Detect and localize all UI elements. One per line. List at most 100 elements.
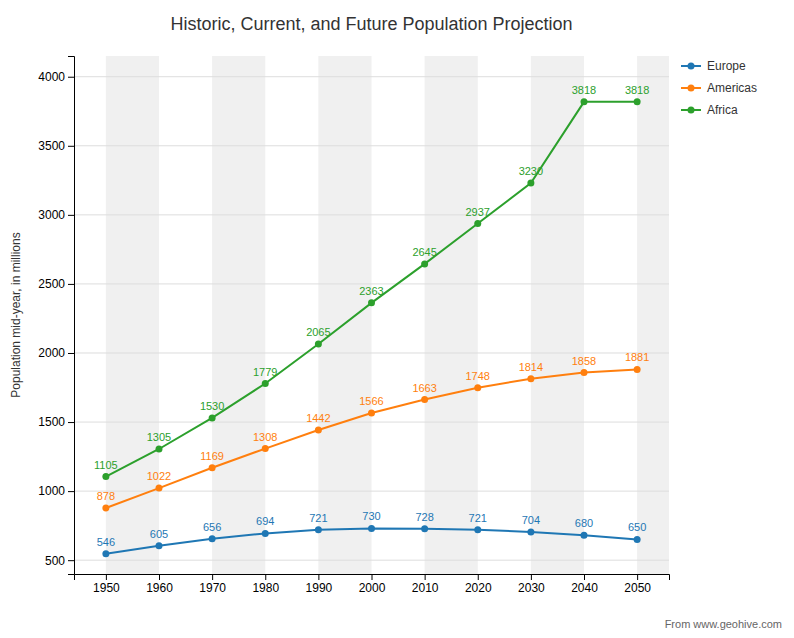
tick: 1960 — [146, 574, 173, 595]
grid-line — [74, 422, 669, 423]
tick-label: 2010 — [412, 581, 439, 595]
tick-label: 1500 — [38, 415, 65, 429]
point — [368, 409, 375, 416]
title: Historic, Current, and Future Population… — [170, 14, 572, 34]
grid-line — [74, 352, 669, 353]
tick-label: 1970 — [199, 581, 226, 595]
data-label: 2065 — [306, 326, 330, 338]
data-label: 878 — [97, 490, 115, 502]
tick: 3000 — [38, 208, 74, 222]
point — [102, 473, 109, 480]
legend-marker — [688, 85, 695, 92]
point — [315, 427, 322, 434]
data-label: 3818 — [625, 84, 649, 96]
axis-domain — [75, 575, 670, 581]
point — [527, 180, 534, 187]
grid-line — [74, 560, 669, 561]
point — [581, 532, 588, 539]
data-label: 721 — [309, 512, 327, 524]
legend-item: Africa — [681, 103, 738, 117]
tick-label: 1950 — [93, 581, 120, 595]
tick-mark — [68, 353, 74, 354]
legend-marker — [688, 107, 695, 114]
point — [102, 550, 109, 557]
tick-mark — [372, 574, 373, 580]
legend-marker — [688, 63, 695, 70]
tick: 500 — [45, 554, 74, 568]
data-label: 1442 — [306, 412, 330, 424]
data-label: 721 — [469, 512, 487, 524]
series-line — [106, 369, 637, 508]
data-label: 546 — [97, 536, 115, 548]
tick-label: 2500 — [38, 277, 65, 291]
tick-label: 2020 — [465, 581, 492, 595]
stripe — [531, 56, 584, 574]
point — [474, 220, 481, 227]
point — [474, 384, 481, 391]
point — [527, 529, 534, 536]
tick-mark — [68, 284, 74, 285]
tick-label: 1980 — [252, 581, 279, 595]
tick-mark — [68, 215, 74, 216]
data-label: 1105 — [94, 459, 118, 471]
stripe — [425, 56, 478, 574]
tick-label: 4000 — [38, 70, 65, 84]
data-label: 1305 — [147, 431, 171, 443]
tick-label: 500 — [45, 554, 65, 568]
data-label: 1308 — [253, 431, 277, 443]
axis-domain — [68, 57, 75, 575]
tick-label: 2050 — [624, 581, 651, 595]
data-label: 694 — [256, 515, 274, 527]
tick: 1950 — [93, 574, 120, 595]
data-label: 650 — [628, 521, 646, 533]
stripe — [637, 56, 669, 574]
point — [421, 396, 428, 403]
tick-mark — [637, 574, 638, 580]
data-label: 1814 — [519, 361, 543, 373]
point — [634, 536, 641, 543]
data-label: 728 — [415, 511, 433, 523]
chart: 1950 1960 1970 1980 1990 2000 2010 2020 2030 2040… — [0, 0, 794, 638]
x-axis: 1950 1960 1970 1980 1990 2000 2010 2020 2030 2040… — [75, 574, 670, 595]
tick-label: 2040 — [571, 581, 598, 595]
point — [102, 504, 109, 511]
legend-item: Americas — [681, 81, 757, 95]
data-label: 1663 — [412, 382, 436, 394]
data-label: 1748 — [466, 370, 490, 382]
data-label: 1169 — [200, 450, 224, 462]
tick: 1990 — [306, 574, 333, 595]
tick: 2030 — [518, 574, 545, 595]
stripe — [318, 56, 371, 574]
tick: 3500 — [38, 139, 74, 153]
data-label: 3230 — [519, 165, 543, 177]
grid-line — [74, 491, 669, 492]
point — [474, 526, 481, 533]
tick: 2050 — [624, 574, 651, 595]
tick-label: 1990 — [306, 581, 333, 595]
data-label: 730 — [362, 510, 380, 522]
point — [421, 260, 428, 267]
tick-mark — [68, 146, 74, 147]
point — [262, 380, 269, 387]
grid — [74, 77, 669, 560]
point — [209, 414, 216, 421]
grid-line — [74, 214, 669, 215]
tick-mark — [159, 574, 160, 580]
point — [368, 525, 375, 532]
data-label: 1779 — [253, 366, 277, 378]
point — [156, 485, 163, 492]
tick: 1970 — [199, 574, 226, 595]
data-labels: 5466056566947217307287217046806508781022… — [94, 84, 649, 548]
tick-mark — [425, 574, 426, 580]
tick-mark — [318, 574, 319, 580]
point — [368, 299, 375, 306]
tick-mark — [68, 491, 74, 492]
point — [209, 464, 216, 471]
point — [527, 375, 534, 382]
tick-label: 2000 — [359, 581, 386, 595]
plot-area — [102, 98, 640, 557]
legend-label: Europe — [707, 59, 746, 73]
tick-mark — [212, 574, 213, 580]
tick: 2500 — [38, 277, 74, 291]
tick: 2010 — [412, 574, 439, 595]
